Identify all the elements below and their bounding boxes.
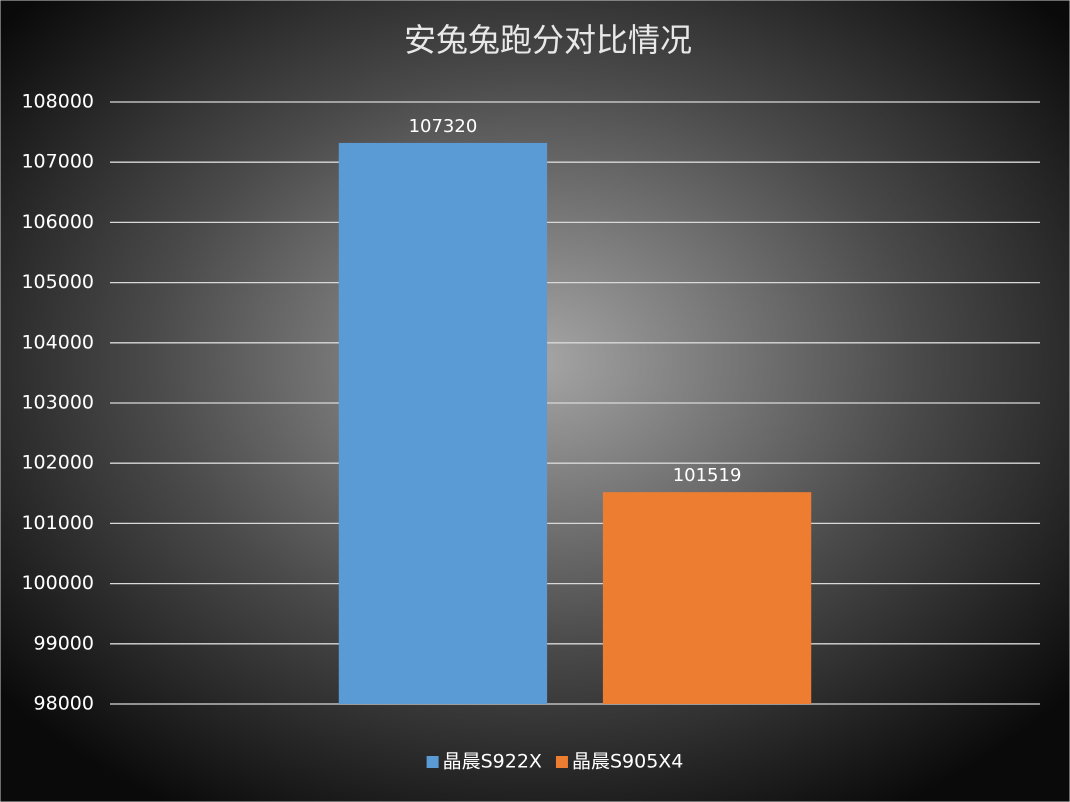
y-tick-label: 98000: [34, 693, 94, 715]
y-tick-label: 103000: [21, 392, 94, 414]
y-tick-label: 100000: [21, 572, 94, 594]
data-label: 107320: [409, 116, 478, 137]
legend-swatch: [426, 756, 439, 768]
y-tick-label: 99000: [34, 632, 94, 654]
y-tick-label: 106000: [21, 211, 94, 233]
y-tick-label: 104000: [21, 331, 94, 353]
data-label: 101519: [673, 465, 742, 486]
y-tick-label: 102000: [21, 452, 94, 474]
y-tick-label: 105000: [21, 271, 94, 293]
y-tick-label: 107000: [21, 151, 94, 173]
bar: [338, 142, 548, 704]
legend-label: 晶晨S905X4: [572, 751, 683, 773]
y-tick-label: 101000: [21, 512, 94, 534]
legend-label: 晶晨S922X: [443, 751, 542, 773]
legend-swatch: [555, 756, 568, 768]
bar: [602, 492, 812, 704]
y-tick-label: 108000: [21, 91, 94, 113]
chart-title: 安兔兔跑分对比情况: [404, 21, 692, 59]
